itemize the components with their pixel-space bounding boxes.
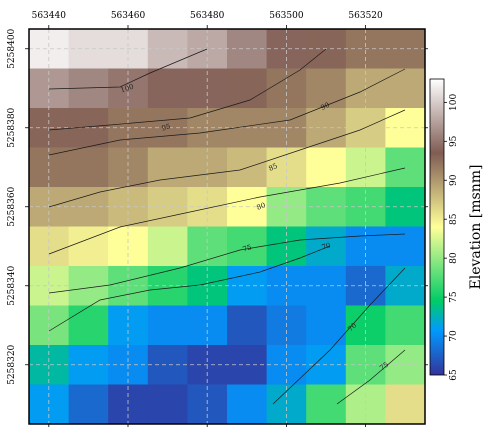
grid-cell xyxy=(227,68,268,109)
grid-cell xyxy=(385,147,426,188)
contour-line xyxy=(272,267,406,405)
grid-cell xyxy=(345,384,386,425)
grid-cell xyxy=(306,226,347,267)
grid-cell xyxy=(385,345,426,385)
grid-cell xyxy=(187,384,228,425)
grid-cell xyxy=(227,384,268,425)
grid-cell xyxy=(385,266,426,306)
contour-label: 100 xyxy=(120,83,135,95)
contour-label: 95 xyxy=(161,122,172,132)
colorbar-tick-label: 70 xyxy=(449,330,459,342)
contour-label: 70 xyxy=(346,321,358,333)
grid-cell xyxy=(306,147,347,188)
colorbar-tick-label: 80 xyxy=(449,252,459,264)
contour-line xyxy=(48,167,406,255)
contour-line xyxy=(48,48,208,90)
grid-cell xyxy=(108,384,149,425)
y-tick-label: 5258380 xyxy=(7,107,17,147)
contour-label: 75 xyxy=(378,361,390,373)
grid-cell xyxy=(147,29,188,69)
contour-label: 75 xyxy=(242,243,253,253)
grid-cell xyxy=(385,68,426,109)
colorbar-tick-label: 90 xyxy=(449,174,459,186)
grid-cell xyxy=(306,305,347,346)
elevation-grid-cells xyxy=(29,29,426,425)
contour-line xyxy=(336,349,406,405)
plot-frame xyxy=(28,28,426,425)
y-tick-label: 5258340 xyxy=(7,265,17,305)
grid-cell xyxy=(147,345,188,385)
colorbar-tick-label: 65 xyxy=(449,369,459,381)
x-tick-label: 563440 xyxy=(32,11,67,21)
y-tick-label: 5258320 xyxy=(7,344,17,384)
grid-cell xyxy=(266,29,307,69)
colorbar: 65 70 75 80 85 90 95 100 Elevation [msnm] xyxy=(429,78,484,381)
colorbar-tick-label: 95 xyxy=(449,135,459,147)
grid-cell xyxy=(385,29,426,69)
y-axis-ticks: 5258320 5258340 5258360 5258380 5258400 xyxy=(7,28,428,385)
grid-cell xyxy=(385,108,426,148)
contour-lines: 100 95 90 85 80 75 70 70 75 xyxy=(48,48,406,405)
colorbar-ticks: 65 70 75 80 85 90 95 100 xyxy=(444,94,459,381)
grid-cell xyxy=(187,147,228,188)
colorbar-tick-label: 100 xyxy=(449,94,459,111)
grid-cell xyxy=(147,384,188,425)
grid-cell xyxy=(385,384,426,425)
contour-label: 85 xyxy=(267,162,278,173)
y-tick-label: 5258360 xyxy=(7,186,17,226)
grid-lines xyxy=(29,29,425,424)
grid-cell xyxy=(68,147,109,188)
colorbar-tick-label: 75 xyxy=(449,291,459,303)
grid-cell xyxy=(147,226,188,267)
grid-cell xyxy=(306,384,347,425)
grid-cell xyxy=(68,305,109,346)
grid-cell xyxy=(266,384,307,425)
grid-cell xyxy=(385,187,426,227)
grid-cell xyxy=(266,266,307,306)
grid-cell xyxy=(385,305,426,346)
grid-cell xyxy=(29,266,70,306)
x-tick-label: 563480 xyxy=(190,11,225,21)
x-tick-label: 563500 xyxy=(269,11,304,21)
y-tick-label: 5258400 xyxy=(7,28,17,68)
x-tick-label: 563460 xyxy=(111,11,146,21)
contour-line xyxy=(48,48,327,131)
colorbar-tick-label: 85 xyxy=(449,213,459,225)
grid-cell xyxy=(29,29,70,69)
contour-line xyxy=(48,233,406,294)
colorbar-gradient xyxy=(429,78,445,376)
grid-cell xyxy=(306,68,347,109)
grid-cell xyxy=(385,226,426,267)
grid-cell xyxy=(147,305,188,346)
grid-cell xyxy=(108,147,149,188)
grid-cell xyxy=(29,384,70,425)
x-axis-ticks: 563440 563460 563480 563500 563520 xyxy=(32,11,383,427)
grid-cell xyxy=(147,187,188,227)
grid-cell xyxy=(68,226,109,267)
contour-line xyxy=(48,68,406,156)
contour-label: 80 xyxy=(256,201,267,212)
grid-cell xyxy=(147,266,188,306)
contour-line xyxy=(48,245,331,332)
grid-cell xyxy=(227,305,268,346)
x-tick-label: 563520 xyxy=(348,11,383,21)
grid-cell xyxy=(147,68,188,109)
colorbar-label: Elevation [msnm] xyxy=(468,165,484,290)
contour-line xyxy=(48,109,406,208)
contour-label: 70 xyxy=(321,241,332,251)
grid-cell xyxy=(68,384,109,425)
contour-label: 90 xyxy=(319,101,331,112)
grid-cell xyxy=(147,108,188,148)
grid-cell xyxy=(345,147,386,188)
grid-cell xyxy=(29,147,70,188)
